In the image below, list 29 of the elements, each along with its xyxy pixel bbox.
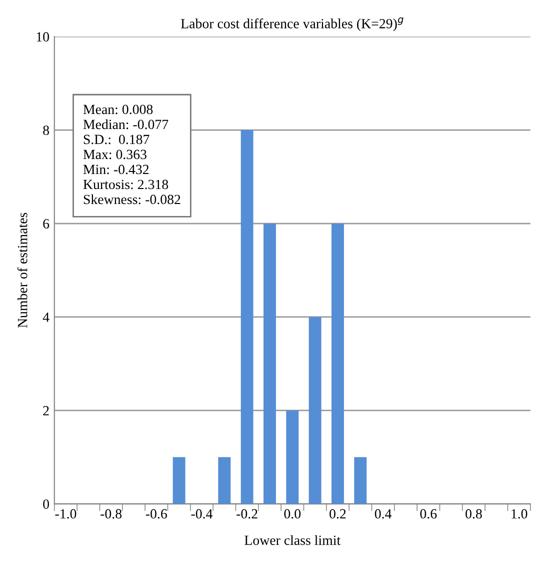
y-tick-label: 4 — [42, 312, 50, 322]
y-tick-label: 2 — [43, 406, 49, 416]
x-tick-label: 0.2 — [330, 509, 346, 519]
x-tick-label: -1.0 — [55, 509, 76, 519]
y-axis-title: Number of estimates — [17, 212, 28, 328]
x-tick-label: 0.0 — [284, 509, 301, 519]
bar — [172, 457, 186, 504]
x-tick-label: -0.6 — [146, 509, 167, 519]
x-tick-label: -0.4 — [191, 509, 213, 519]
bar — [240, 130, 254, 504]
bar — [286, 410, 299, 504]
y-tick-label: 10 — [36, 32, 50, 42]
annotation: Mean: 0.008 Median: -0.077 S.D.: 0.187 Max: 0.363 Min: -0.432 Kurtosis: 2.318 Skewness: -0.082 — [83, 104, 180, 204]
x-tick-label: 1.0 — [512, 509, 528, 519]
x-tick-label: -0.8 — [100, 509, 122, 519]
y-tick-label: 6 — [43, 219, 50, 228]
x-axis-title: Lower class limit — [244, 535, 341, 546]
bar — [218, 457, 231, 504]
x-tick-label: 0.4 — [374, 509, 392, 519]
chart-title: Labor cost difference variables (K=29)$^{g}$ — [180, 17, 404, 32]
y-tick-label: 8 — [43, 126, 50, 136]
y-tick-label: 0 — [43, 499, 50, 509]
x-tick-label: 0.6 — [420, 509, 437, 519]
x-tick-label: -0.2 — [236, 509, 258, 519]
bar — [354, 457, 367, 504]
bar — [264, 224, 276, 504]
x-tick-label: 0.8 — [466, 509, 482, 519]
bar — [308, 316, 322, 504]
bar — [332, 224, 344, 504]
